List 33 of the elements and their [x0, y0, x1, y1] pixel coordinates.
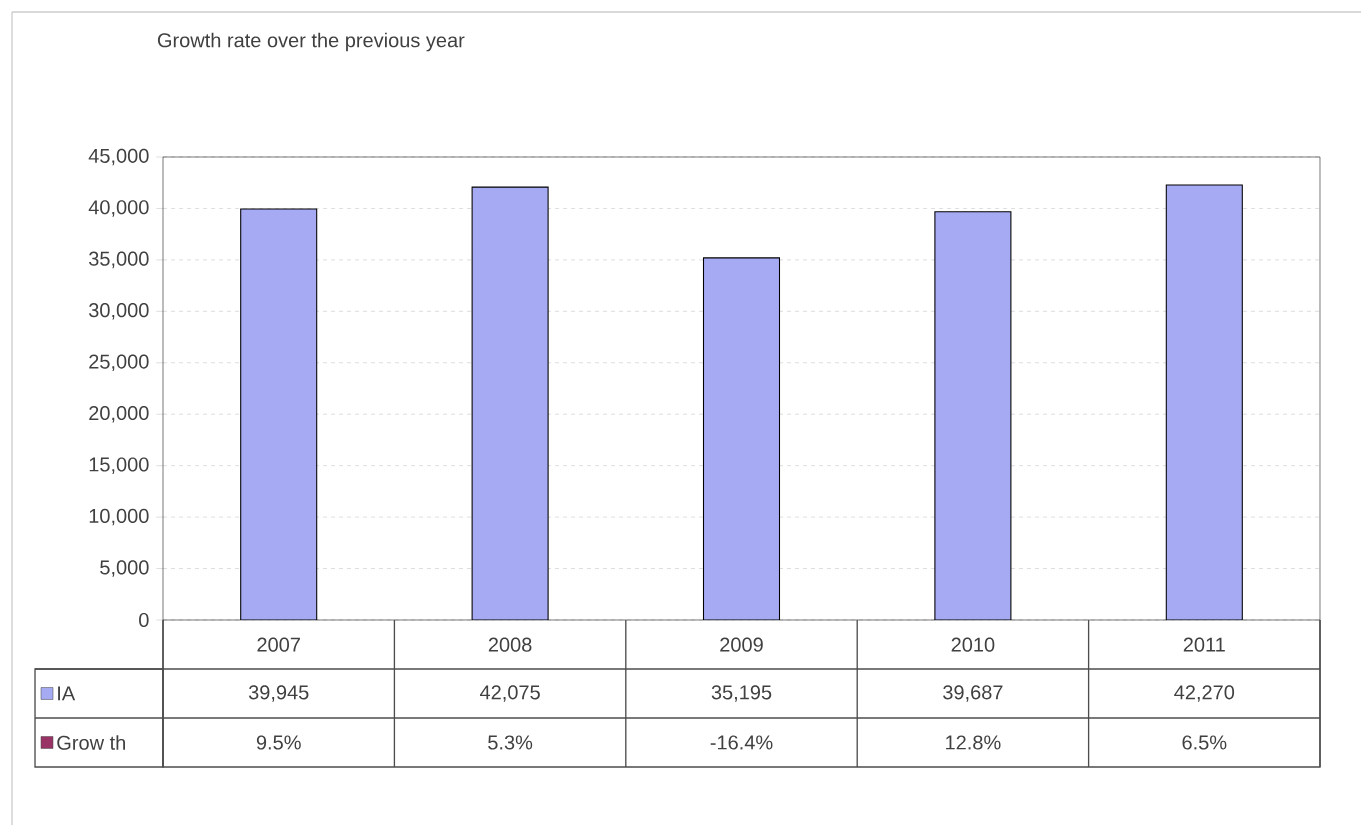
y-tick-label: 35,000 — [88, 251, 149, 269]
legend-label: Grow th — [57, 735, 125, 750]
y-tick-label: 0 — [139, 612, 149, 628]
data-label: 42,270 — [1174, 685, 1235, 702]
y-tick-label: 20,000 — [89, 405, 149, 423]
y-tick-label: 30,000 — [88, 303, 149, 320]
y-tick-label: 15,000 — [89, 457, 149, 474]
x-tick-label: 2009 — [720, 637, 763, 652]
text: 9.5% — [256, 735, 301, 750]
text: 6.5% — [1182, 735, 1227, 750]
y-tick-label: 40,000 — [88, 200, 149, 217]
y-tick-label: 5,000 — [100, 560, 149, 577]
y-tick-label: 25,000 — [89, 354, 149, 372]
y-tick-label: 10,000 — [89, 508, 149, 526]
x-tick-label: 2008 — [488, 637, 532, 652]
y-tick-label: 45,000 — [88, 148, 149, 166]
text: -16.4% — [710, 735, 773, 750]
data-label: 39,687 — [943, 685, 1003, 702]
bar — [240, 208, 318, 620]
chart-title: Growth rate over the previous year — [157, 32, 465, 52]
bar — [471, 186, 549, 620]
bar — [934, 211, 1012, 620]
x-tick-label: 2010 — [951, 637, 995, 652]
legend-label: IA — [58, 686, 76, 701]
x-tick-label: 2011 — [1183, 637, 1225, 652]
bar — [702, 257, 781, 620]
data-label: 39,945 — [248, 685, 309, 702]
x-tick-label: 2007 — [257, 637, 300, 652]
data-label: 42,075 — [479, 685, 540, 702]
text: 5.3% — [488, 735, 533, 750]
data-label: 35,195 — [711, 685, 772, 702]
bar — [1165, 184, 1243, 620]
text: 12.8% — [946, 735, 1001, 750]
